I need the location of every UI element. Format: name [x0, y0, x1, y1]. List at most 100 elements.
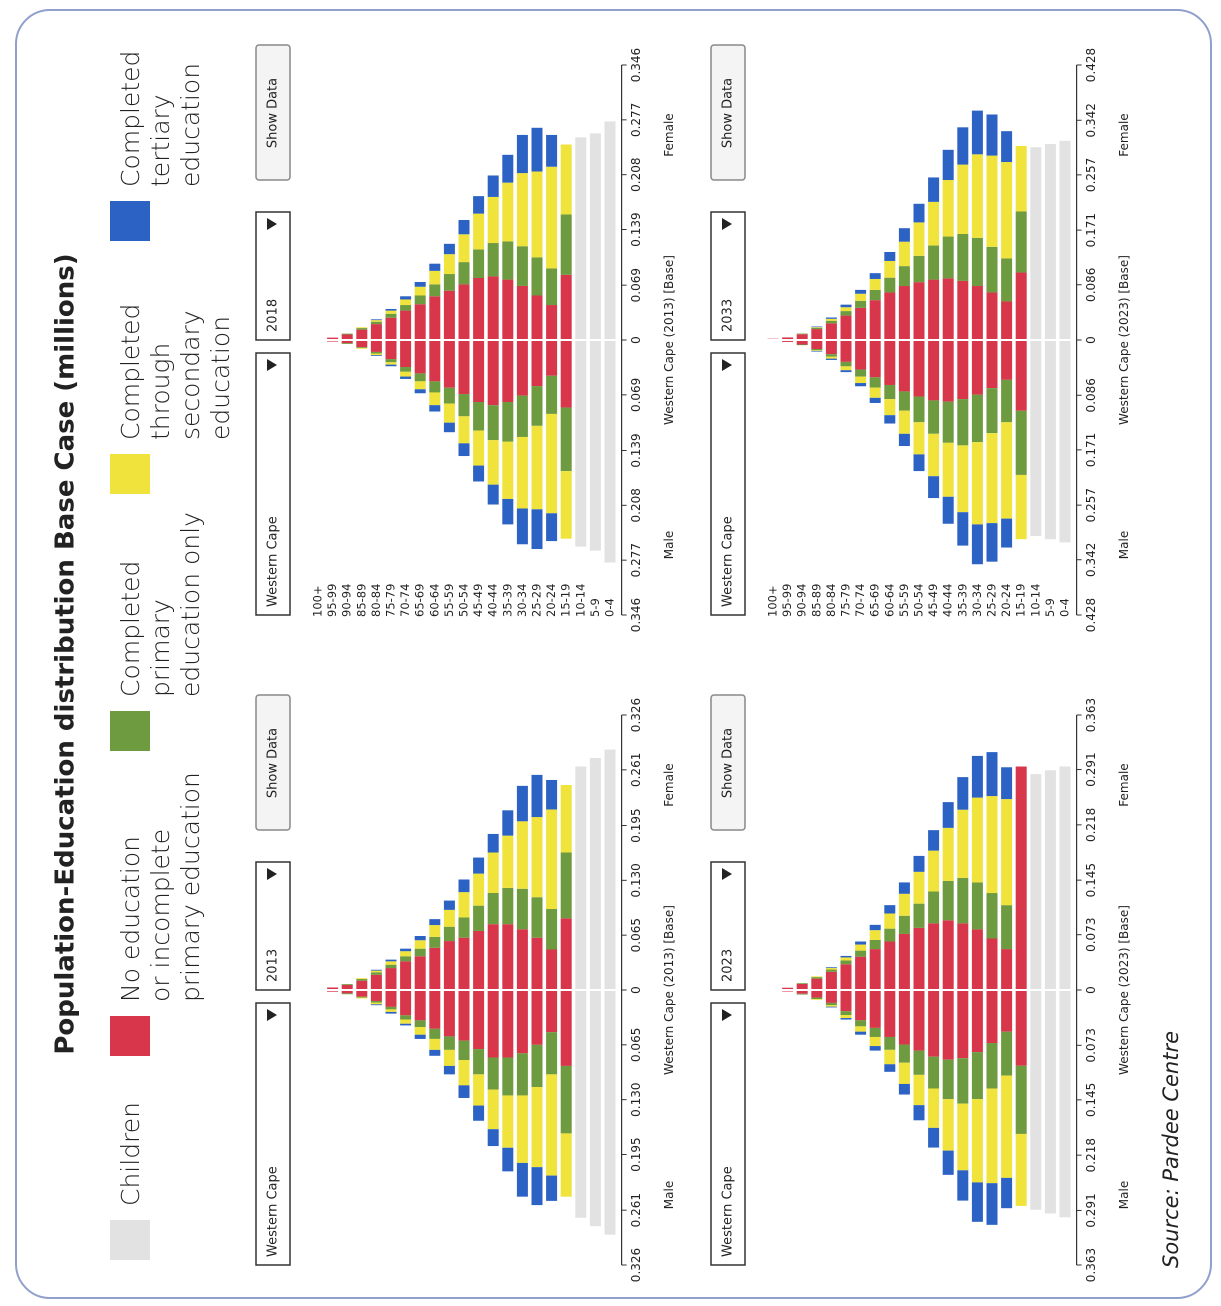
bar-segment	[825, 1002, 837, 1006]
bar-segment	[971, 286, 983, 340]
bar-segment	[884, 399, 896, 416]
legend-swatch	[110, 1220, 150, 1260]
year-dropdown[interactable]	[255, 211, 291, 341]
bar-segment	[913, 1074, 925, 1106]
bar-segment	[443, 900, 455, 910]
bar-segment	[971, 1052, 983, 1100]
bar-segment	[429, 263, 441, 271]
bar-segment	[811, 976, 823, 978]
show-data-label: Show Data	[266, 728, 281, 798]
bar-segment	[825, 968, 837, 970]
bar-segment	[429, 339, 441, 382]
bar-segment	[869, 377, 881, 388]
age-label: 5-9	[588, 598, 602, 617]
bar-segment	[855, 340, 867, 370]
region-dropdown[interactable]	[710, 1002, 746, 1266]
bar-segment	[531, 1167, 543, 1206]
bar-segment	[502, 924, 514, 990]
year-dropdown[interactable]	[710, 861, 746, 991]
age-label: 10-14	[1028, 584, 1042, 617]
bar-segment	[796, 344, 808, 346]
bar-segment	[429, 381, 441, 393]
bar-segment	[356, 329, 368, 340]
bar-segment	[546, 375, 558, 414]
bar-segment	[869, 387, 881, 398]
bar-segment	[414, 281, 426, 287]
bar-segment	[546, 1175, 558, 1201]
x-tick-label: 0.195	[629, 1137, 643, 1171]
bar-segment	[942, 802, 954, 828]
bar-segment	[825, 358, 837, 360]
bar-segment	[971, 1099, 983, 1183]
female-label: Female	[1117, 763, 1131, 806]
bar-segment	[1001, 949, 1013, 990]
show-data-button[interactable]	[710, 44, 746, 181]
region-dropdown[interactable]	[255, 352, 291, 616]
region-dropdown[interactable]	[255, 1002, 291, 1266]
x-tick-label: 0.346	[629, 48, 643, 82]
bar-segment	[898, 228, 910, 242]
region-value: Western Cape	[266, 516, 281, 607]
bar-segment	[458, 262, 470, 285]
bar-segment	[884, 260, 896, 278]
bar-segment	[957, 1103, 969, 1171]
bar-segment	[825, 323, 837, 340]
age-label: 80-84	[824, 584, 838, 617]
year-dropdown[interactable]	[255, 861, 291, 991]
bar-segment	[370, 339, 382, 352]
x-tick-label: 0.363	[1084, 1248, 1098, 1282]
bar-segment	[458, 219, 470, 235]
bar-segment	[840, 1018, 852, 1020]
bar-segment	[913, 1050, 925, 1075]
bar-segment	[443, 290, 455, 340]
bar-segment	[884, 339, 896, 385]
bar-segment	[811, 327, 823, 330]
year-dropdown[interactable]	[710, 211, 746, 341]
bar-segment	[531, 257, 543, 296]
bar-segment	[575, 137, 587, 340]
bar-segment	[473, 905, 485, 931]
bar-segment	[855, 990, 867, 1021]
bar-segment	[385, 364, 397, 367]
bar-segment	[986, 990, 998, 1044]
bar-segment	[487, 196, 499, 244]
age-label: 45-49	[926, 584, 940, 617]
bar-segment	[487, 405, 499, 441]
bar-segment	[1015, 989, 1027, 1066]
bar-segment	[546, 1032, 558, 1075]
show-data-button[interactable]	[255, 694, 291, 831]
region-dropdown[interactable]	[710, 352, 746, 616]
show-data-button[interactable]	[255, 44, 291, 181]
x-tick-label: 0.065	[629, 1028, 643, 1062]
bar-segment	[589, 990, 601, 1227]
age-label: 90-94	[340, 584, 354, 617]
bar-segment	[811, 977, 823, 979]
show-data-button[interactable]	[710, 694, 746, 831]
bar-segment	[840, 964, 852, 990]
bar-segment	[942, 880, 954, 921]
age-label: 50-54	[457, 584, 471, 617]
bar-segment	[825, 967, 837, 969]
bar-segment	[414, 389, 426, 394]
bar-segment	[400, 367, 412, 372]
bar-segment	[898, 1044, 910, 1063]
bar-segment	[1001, 799, 1013, 906]
bar-segment	[502, 279, 514, 340]
bar-segment	[370, 319, 382, 321]
legend-label: secondary	[176, 310, 205, 440]
age-label: 55-59	[442, 584, 456, 617]
bar-segment	[341, 993, 353, 995]
bar-segment	[884, 277, 896, 293]
bar-segment	[869, 1036, 881, 1047]
bar-segment	[825, 317, 837, 319]
year-value: 2013	[266, 949, 281, 982]
bar-segment	[869, 989, 881, 1028]
bar-segment	[942, 920, 954, 990]
bar-segment	[385, 339, 397, 360]
bar-segment	[1059, 990, 1071, 1218]
bar-segment	[531, 817, 543, 898]
bar-segment	[502, 990, 514, 1058]
bar-segment	[825, 1005, 837, 1007]
bar-segment	[443, 422, 455, 433]
x-tick-label: 0.069	[629, 378, 643, 412]
